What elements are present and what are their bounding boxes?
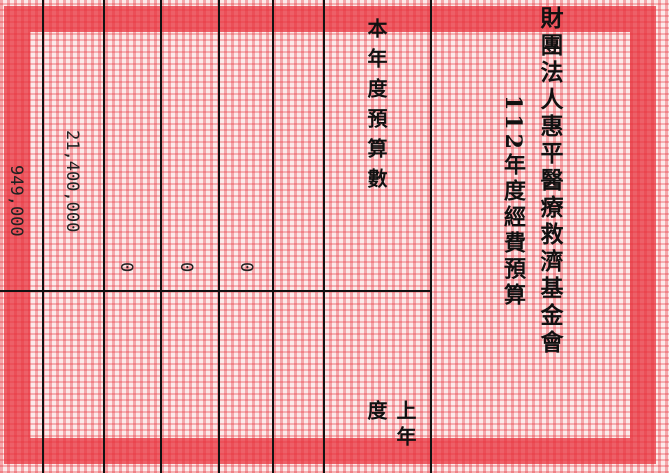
cell: 0 [116, 262, 136, 273]
column-header: 本年度預算數 [364, 18, 388, 198]
column-header: 上年度 [364, 400, 417, 452]
table-line [323, 0, 325, 473]
table-line [218, 0, 220, 473]
table-line [272, 0, 274, 473]
cell: 0 [176, 262, 196, 273]
title: 112年度經費預算 [500, 95, 526, 309]
table-line [0, 290, 430, 292]
organization: 財團法人惠平醫療救濟基金會 [536, 6, 563, 357]
table-line [103, 0, 105, 473]
cell: 0 [236, 262, 256, 273]
cell: 21,400,000 [62, 130, 82, 233]
cell: 949,000 [6, 165, 26, 237]
table-line [42, 0, 44, 473]
seal-border [4, 6, 656, 464]
table-line [430, 0, 432, 473]
table-line [160, 0, 162, 473]
